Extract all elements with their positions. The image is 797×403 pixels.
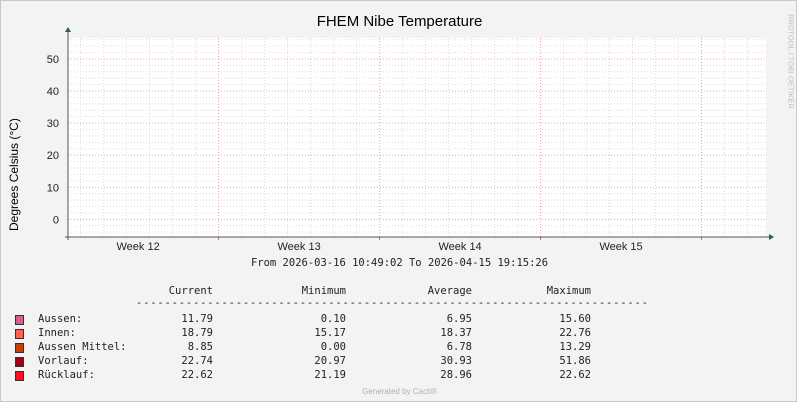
y-tick-label: 0 (53, 214, 59, 226)
legend-swatch (15, 315, 24, 325)
legend-value-minimum: 0.10 (320, 313, 346, 325)
y-tick-label: 40 (47, 86, 59, 98)
legend-value-minimum: 20.97 (314, 355, 346, 367)
legend-value-current: 22.74 (181, 355, 213, 367)
legend-value-current: 11.79 (181, 313, 213, 325)
legend-value-minimum: 15.17 (314, 327, 346, 339)
legend-label: Aussen: (38, 313, 83, 325)
legend-header-minimum: Minimum (301, 285, 346, 297)
legend-label: Rücklauf: (38, 369, 95, 381)
x-tick-label: Week 15 (599, 241, 642, 253)
legend-label: Innen: (38, 327, 76, 339)
legend-value-current: 18.79 (181, 327, 213, 339)
x-tick-label: Week 13 (277, 241, 320, 253)
y-tick-label: 30 (47, 118, 59, 130)
legend-swatch (15, 371, 24, 381)
legend-swatch (15, 329, 24, 339)
legend-header-average: Average (427, 285, 472, 297)
legend-label: Vorlauf: (38, 355, 89, 367)
y-axis-arrow-icon (65, 27, 71, 32)
generated-by-text: Generated by Cacti® (362, 387, 437, 396)
legend-value-current: 22.62 (181, 369, 213, 381)
legend-value-maximum: 22.62 (559, 369, 591, 381)
legend-value-average: 18.37 (440, 327, 472, 339)
legend-swatch (15, 343, 24, 353)
legend-swatch (15, 357, 24, 367)
legend-value-average: 6.95 (446, 313, 472, 325)
legend-separator: ----------------------------------------… (136, 297, 648, 309)
x-tick-label: Week 14 (438, 241, 481, 253)
legend-value-average: 30.93 (440, 355, 472, 367)
legend-value-current: 8.85 (187, 341, 213, 353)
legend-value-maximum: 13.29 (559, 341, 591, 353)
legend-header-maximum: Maximum (546, 285, 591, 297)
legend-value-average: 6.78 (446, 341, 472, 353)
x-tick-label: Week 12 (117, 241, 160, 253)
time-range-text: From 2026-03-16 10:49:02 To 2026-04-15 1… (250, 257, 549, 269)
y-tick-label: 50 (47, 54, 59, 66)
legend-value-maximum: 15.60 (559, 313, 591, 325)
legend-value-minimum: 21.19 (314, 369, 346, 381)
x-axis-arrow-icon (769, 234, 774, 240)
legend-value-maximum: 22.76 (559, 327, 591, 339)
chart-title: FHEM Nibe Temperature (316, 13, 483, 30)
legend-value-minimum: 0.00 (320, 341, 346, 353)
legend-label: Aussen Mittel: (38, 341, 127, 353)
legend-header-current: Current (168, 285, 213, 297)
plot-background (68, 38, 766, 237)
y-tick-label: 20 (47, 150, 59, 162)
legend-value-maximum: 51.86 (559, 355, 591, 367)
legend-value-average: 28.96 (440, 369, 472, 381)
y-tick-label: 10 (47, 182, 59, 194)
